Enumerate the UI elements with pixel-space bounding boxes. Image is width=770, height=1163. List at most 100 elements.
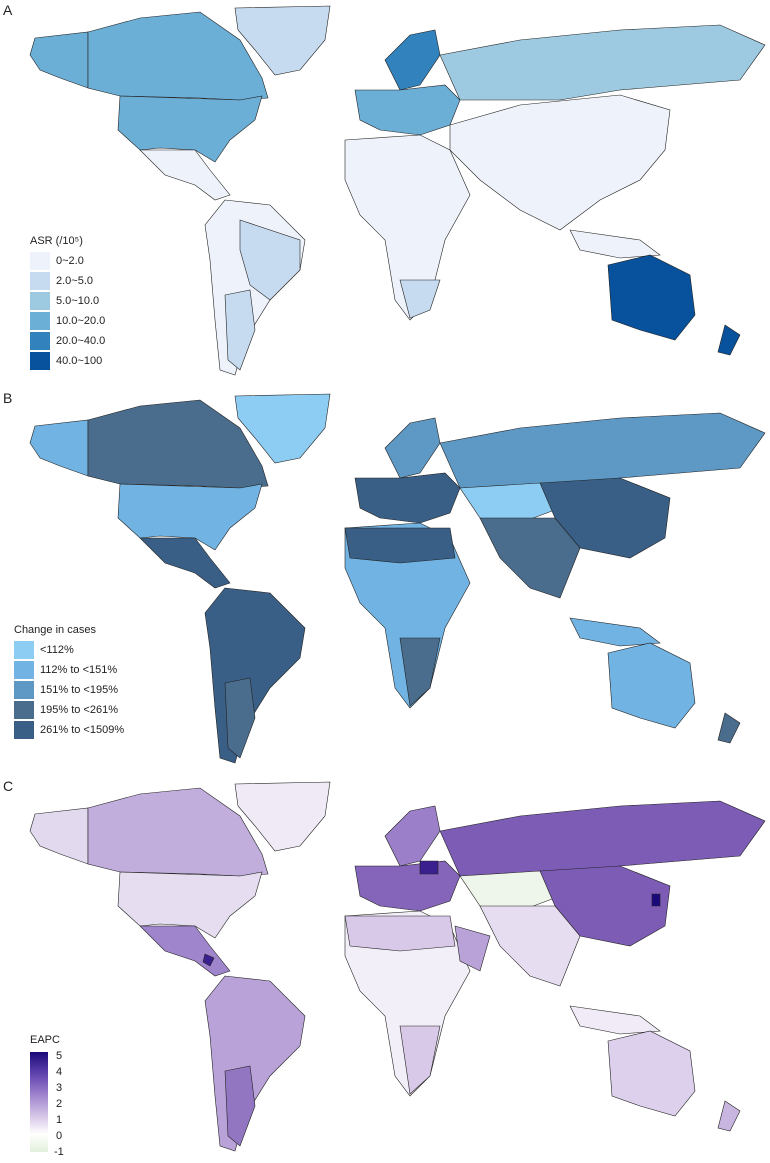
- legend-swatch: [30, 332, 50, 350]
- world-map-asr: [29, 5, 766, 376]
- europe: [354, 84, 461, 136]
- indonesia: [569, 1005, 661, 1035]
- legend-label: <112%: [40, 644, 74, 656]
- legend-item: 40.0~100: [30, 351, 105, 371]
- eapc-tick: 5: [56, 1050, 63, 1062]
- central-asia: [459, 482, 561, 524]
- usa: [117, 871, 263, 939]
- legend-item: 195% to <261%: [14, 700, 124, 720]
- legend-title-change: Change in cases: [14, 624, 96, 636]
- panel-letter-a: A: [3, 2, 13, 18]
- southern-africa: [399, 1025, 441, 1095]
- legend-item: <112%: [14, 640, 124, 660]
- legend-item: 20.0~40.0: [30, 331, 105, 351]
- legend-label: 195% to <261%: [40, 704, 118, 716]
- usa: [117, 95, 263, 163]
- legend-swatch: [14, 681, 34, 699]
- new-zealand: [717, 1100, 741, 1132]
- brazil: [239, 219, 301, 301]
- south-asia: [479, 905, 581, 987]
- greenland: [234, 393, 331, 464]
- greenland: [234, 781, 331, 852]
- legend-label: 261% to <1509%: [40, 724, 125, 736]
- legend-item: 10.0~20.0: [30, 311, 105, 331]
- russia: [439, 412, 766, 489]
- south-africa: [399, 279, 441, 319]
- legend-swatch: [30, 352, 50, 370]
- australia: [607, 642, 696, 729]
- panel-a: A ASR (/10⁵) 0~2.0 2.0~5.0 5.0~10.0 10.0…: [0, 0, 770, 384]
- eapc-tick: 3: [56, 1082, 63, 1094]
- guatemala: [202, 953, 215, 967]
- legend-label: 112% to <151%: [40, 664, 118, 676]
- legend-swatch: [14, 641, 34, 659]
- southern-africa: [399, 637, 441, 707]
- mexico: [139, 537, 231, 589]
- legend-swatch: [30, 312, 50, 330]
- legend-item: 2.0~5.0: [30, 271, 105, 291]
- scandinavia: [384, 417, 441, 479]
- eapc-gradient-bar: [30, 1052, 48, 1152]
- europe: [354, 860, 461, 912]
- legend-swatch: [30, 252, 50, 270]
- arabia: [454, 925, 491, 972]
- legend-item: 112% to <151%: [14, 660, 124, 680]
- indonesia: [569, 229, 661, 259]
- legend-asr: ASR (/10⁵) 0~2.0 2.0~5.0 5.0~10.0 10.0~2…: [30, 235, 105, 371]
- asia: [449, 94, 671, 231]
- russia: [439, 800, 766, 877]
- belarus: [419, 860, 439, 875]
- argentina: [224, 289, 256, 371]
- world-map-eapc: [29, 781, 766, 1152]
- panel-b: B Change in cases <112% 112% to <151% 15…: [0, 388, 770, 772]
- new-zealand: [717, 712, 741, 744]
- legend-item: 5.0~10.0: [30, 291, 105, 311]
- legend-item: 0~2.0: [30, 251, 105, 271]
- scandinavia: [384, 29, 441, 91]
- canada: [87, 11, 269, 101]
- eapc-tick: 1: [56, 1114, 63, 1126]
- legend-label: 0~2.0: [56, 255, 84, 267]
- central-asia: [459, 870, 561, 912]
- south-america: [204, 587, 306, 764]
- legend-item: 261% to <1509%: [14, 720, 124, 740]
- legend-swatch: [14, 701, 34, 719]
- canada: [87, 399, 269, 489]
- legend-label: 10.0~20.0: [56, 315, 106, 327]
- legend-change-in-cases: Change in cases <112% 112% to <151% 151%…: [14, 624, 124, 740]
- panel-c: C EAPC 5 4 3 2 1 0 -1: [0, 776, 770, 1163]
- legend-title-asr: ASR (/10⁵): [30, 235, 83, 247]
- alaska: [29, 31, 89, 89]
- north-africa: [344, 527, 456, 564]
- eapc-tick: 2: [56, 1098, 63, 1110]
- alaska: [29, 807, 89, 865]
- russia: [439, 24, 766, 101]
- eapc-tick: 0: [56, 1130, 63, 1142]
- argentina: [224, 1065, 256, 1147]
- indonesia: [569, 617, 661, 647]
- alaska: [29, 419, 89, 477]
- europe: [354, 472, 461, 524]
- mexico: [139, 149, 231, 201]
- usa: [117, 483, 263, 551]
- legend-label: 5.0~10.0: [56, 295, 100, 307]
- legend-eapc: EAPC 5 4 3 2 1 0 -1: [30, 1034, 90, 1158]
- canada: [87, 787, 269, 877]
- legend-title-eapc: EAPC: [30, 1034, 60, 1046]
- eapc-tick: -1: [54, 1146, 64, 1158]
- eapc-tick: 4: [56, 1066, 63, 1078]
- legend-swatch: [14, 661, 34, 679]
- panel-letter-b: B: [3, 390, 13, 406]
- australia: [607, 254, 696, 341]
- legend-swatch: [14, 721, 34, 739]
- legend-swatch: [30, 292, 50, 310]
- legend-label: 20.0~40.0: [56, 335, 106, 347]
- panel-letter-c: C: [3, 778, 14, 794]
- new-zealand: [717, 324, 741, 356]
- south-asia: [479, 517, 581, 599]
- world-map-change-in-cases: [29, 393, 766, 764]
- legend-swatch: [30, 272, 50, 290]
- argentina: [224, 677, 256, 759]
- legend-label: 151% to <195%: [40, 684, 118, 696]
- legend-label: 40.0~100: [56, 355, 103, 367]
